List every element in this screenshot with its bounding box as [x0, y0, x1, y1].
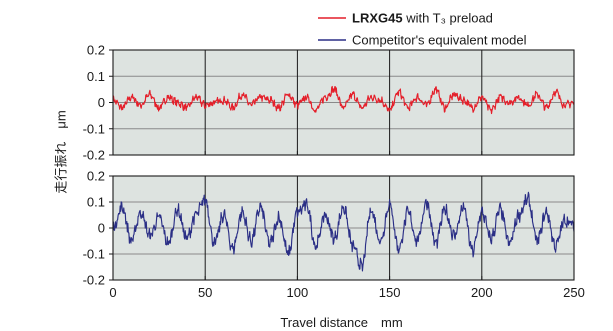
y-tick-label: 0.2 [87, 43, 105, 58]
y-tick-label: -0.1 [83, 247, 105, 262]
x-tick-label: 200 [471, 285, 493, 300]
y-tick-label: 0 [98, 95, 105, 110]
series-line [112, 85, 575, 115]
x-tick-label: 250 [563, 285, 585, 300]
chart-panels: 0.2 0.1 0 -0.1 -0.2 0.2 0.1 0 -0.1 -0.2 0 50 100 150 2… [83, 43, 585, 301]
legend-label-1: LRXG45 with T₃ preload [352, 11, 493, 26]
legend: LRXG45 with T₃ preload Competitor's equiv… [318, 11, 527, 48]
legend-label-model: LRXG45 [352, 11, 403, 26]
y-axis-title-box: 走行振れ μm [40, 92, 80, 212]
x-axis-title: Travel distance mm [280, 315, 403, 330]
y-tick-label: -0.1 [83, 121, 105, 136]
x-tick-label: 0 [109, 285, 116, 300]
y-tick-label: 0 [98, 221, 105, 236]
legend-label-text: Competitor's equivalent model [352, 33, 527, 48]
panel-2: 0.2 0.1 0 -0.1 -0.2 0 50 100 150 200 250 [83, 169, 585, 301]
y-axis-title: 走行振れ μm [53, 110, 69, 194]
x-tick-label: 150 [379, 285, 401, 300]
y-tick-label: 0.1 [87, 69, 105, 84]
x-tick-label: 50 [198, 285, 212, 300]
panel-1: 0.2 0.1 0 -0.1 -0.2 [83, 43, 575, 163]
y-tick-label: -0.2 [83, 273, 105, 288]
y-tick-label: 0.2 [87, 169, 105, 184]
y-tick-label: 0.1 [87, 195, 105, 210]
legend-label-2: Competitor's equivalent model [352, 33, 527, 48]
y-tick-label: -0.2 [83, 148, 105, 163]
x-tick-label: 100 [287, 285, 309, 300]
legend-label-text: with T₃ preload [403, 11, 493, 26]
series-line [112, 191, 575, 272]
